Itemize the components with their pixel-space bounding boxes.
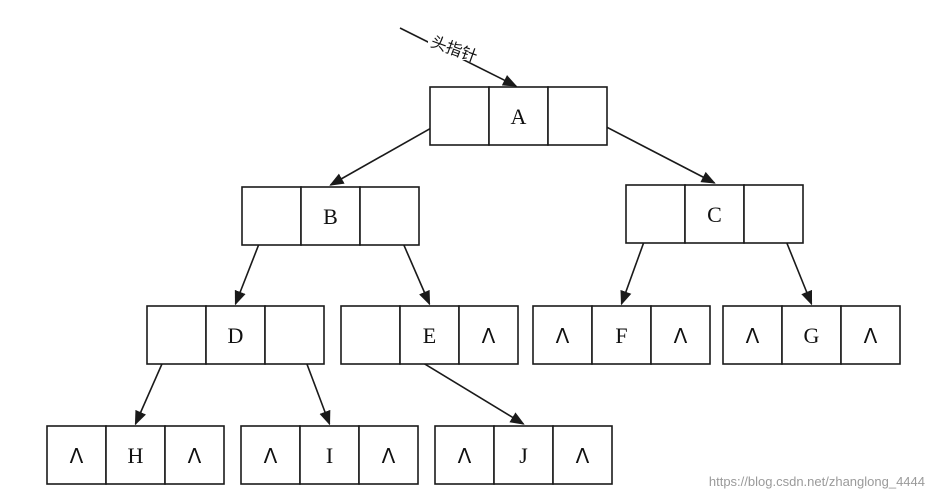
node-a-rchild-cell (547, 86, 608, 146)
node-b-rchild-cell (359, 186, 420, 246)
node-e-rchild-null: Λ (482, 324, 496, 348)
node-g-rchild-cell (840, 305, 901, 365)
node-a-value: A (511, 104, 527, 129)
node-f-value: F (615, 323, 627, 348)
node-f-lchild-null: Λ (556, 324, 570, 348)
node-b-lchild-cell (241, 186, 302, 246)
tree-node-i: IΛ Λ (240, 425, 419, 485)
node-i-rchild-cell (358, 425, 419, 485)
node-j-rchild-cell (552, 425, 613, 485)
node-a-lchild-cell (429, 86, 490, 146)
node-b-data-cell (300, 186, 361, 246)
node-i-lchild-null: Λ (264, 444, 278, 468)
node-j-rchild-null: Λ (576, 444, 590, 468)
node-e-value: E (423, 323, 436, 348)
node-g-lchild-cell (722, 305, 783, 365)
node-d-value: D (228, 323, 244, 348)
tree-node-a: A (429, 86, 608, 146)
node-g-data-cell (781, 305, 842, 365)
node-c-lchild-cell (625, 184, 686, 244)
node-d-data-cell (205, 305, 266, 365)
node-j-data-cell (493, 425, 554, 485)
node-e-rchild-cell (458, 305, 519, 365)
child-links (134, 111, 813, 426)
node-c-rchild-cell (743, 184, 804, 244)
node-j-lchild-null: Λ (458, 444, 472, 468)
node-h-value: H (128, 443, 144, 468)
node-g-value: G (804, 323, 820, 348)
node-f-lchild-cell (532, 305, 593, 365)
node-i-rchild-null: Λ (382, 444, 396, 468)
node-d-lchild-cell (146, 305, 207, 365)
node-j-value: J (519, 443, 528, 468)
node-g-rchild-null: Λ (864, 324, 878, 348)
node-i-data-cell (299, 425, 360, 485)
node-b-value: B (323, 204, 338, 229)
tree-node-d: D (146, 305, 325, 365)
node-c-value: C (707, 202, 722, 227)
tree-node-g: GΛ Λ (722, 305, 901, 365)
tree-node-b: B (241, 186, 420, 246)
node-g-lchild-null: Λ (746, 324, 760, 348)
node-h-lchild-cell (46, 425, 107, 485)
head-pointer-label: 头指针 (428, 32, 480, 66)
node-f-rchild-cell (650, 305, 711, 365)
head-pointer: 头指针 (399, 27, 518, 87)
tree-node-h: HΛ Λ (46, 425, 225, 485)
tree-node-f: FΛ Λ (532, 305, 711, 365)
node-j-lchild-cell (434, 425, 495, 485)
node-f-rchild-null: Λ (674, 324, 688, 348)
node-h-data-cell (105, 425, 166, 485)
node-a-data-cell (488, 86, 549, 146)
node-h-rchild-cell (164, 425, 225, 485)
node-d-rchild-cell (264, 305, 325, 365)
node-i-value: I (326, 443, 333, 468)
node-h-rchild-null: Λ (188, 444, 202, 468)
watermark-text: https://blog.csdn.net/zhanglong_4444 (709, 474, 925, 489)
node-e-lchild-cell (340, 305, 401, 365)
node-c-data-cell (684, 184, 745, 244)
node-f-data-cell (591, 305, 652, 365)
tree-node-j: JΛ Λ (434, 425, 613, 485)
node-i-lchild-cell (240, 425, 301, 485)
node-h-lchild-null: Λ (70, 444, 84, 468)
tree-node-c: C (625, 184, 804, 244)
tree-nodes: AB CD E Λ FΛ Λ GΛ ΛHΛ Λ IΛ Λ JΛ Λ (46, 86, 901, 485)
